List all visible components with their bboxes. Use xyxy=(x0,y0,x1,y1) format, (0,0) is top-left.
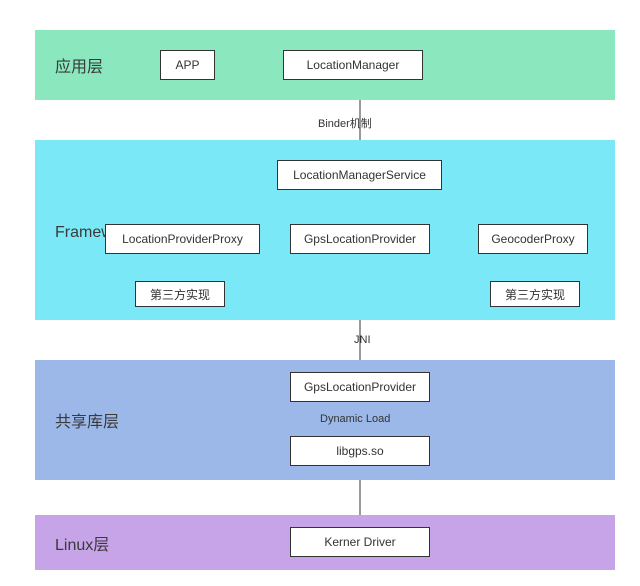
node-label-locmgrsvc: LocationManagerService xyxy=(293,168,426,182)
node-label-geoproxy: GeocoderProxy xyxy=(491,232,574,246)
edge-label-e7: Dynamic Load xyxy=(320,413,390,425)
node-label-app-box: APP xyxy=(175,58,199,72)
node-label-locproxy: LocationProviderProxy xyxy=(122,232,243,246)
node-label-kerner: Kerner Driver xyxy=(324,535,395,549)
node-libgps: libgps.so xyxy=(290,436,430,466)
node-kerner: Kerner Driver xyxy=(290,527,430,557)
layer-title-linux: Linux层 xyxy=(55,531,109,555)
node-label-gpsprov2: GpsLocationProvider xyxy=(304,380,416,394)
node-locmgr: LocationManager xyxy=(283,50,423,80)
node-locproxy: LocationProviderProxy xyxy=(105,224,260,254)
edge-label-e2: Binder机制 xyxy=(318,115,372,131)
node-gpsprov2: GpsLocationProvider xyxy=(290,372,430,402)
layer-title-shared: 共享库层 xyxy=(55,408,119,432)
layer-title-app: 应用层 xyxy=(55,53,103,77)
node-app-box: APP xyxy=(160,50,215,80)
node-label-locmgr: LocationManager xyxy=(307,58,400,72)
node-label-third2: 第三方实现 xyxy=(505,286,565,303)
node-gpsprov1: GpsLocationProvider xyxy=(290,224,430,254)
node-third1: 第三方实现 xyxy=(135,281,225,307)
node-geoproxy: GeocoderProxy xyxy=(478,224,588,254)
edge-label-e6: JNI xyxy=(354,334,371,346)
node-third2: 第三方实现 xyxy=(490,281,580,307)
node-locmgrsvc: LocationManagerService xyxy=(277,160,442,190)
node-label-libgps: libgps.so xyxy=(336,444,383,458)
node-label-third1: 第三方实现 xyxy=(150,286,210,303)
node-label-gpsprov1: GpsLocationProvider xyxy=(304,232,416,246)
